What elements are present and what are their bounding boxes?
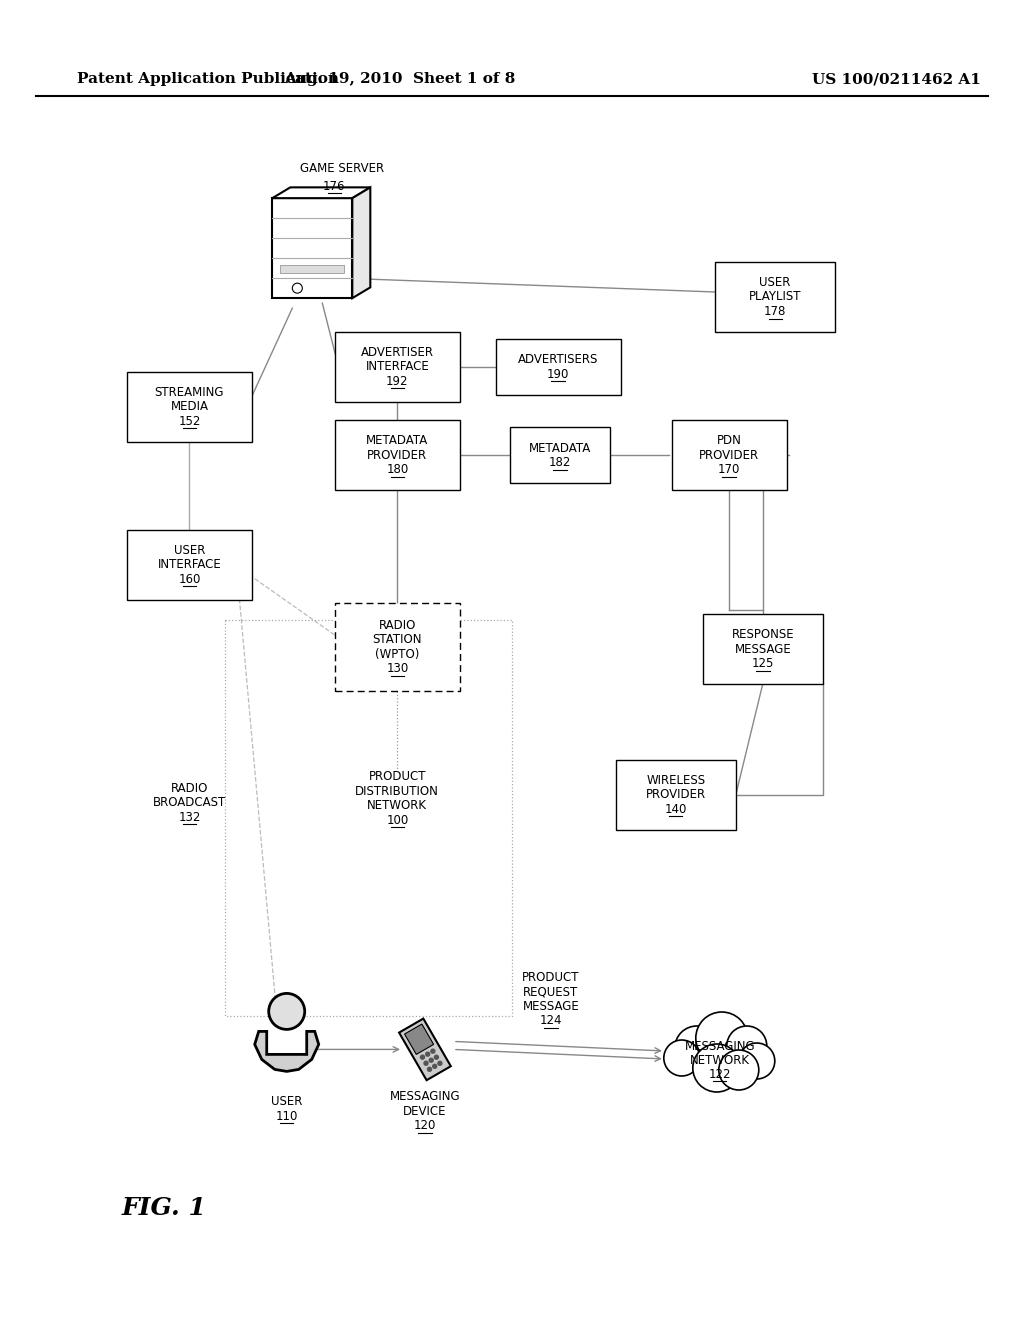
Text: 122: 122	[709, 1068, 731, 1081]
Text: 192: 192	[386, 375, 409, 388]
Text: Aug. 19, 2010  Sheet 1 of 8: Aug. 19, 2010 Sheet 1 of 8	[284, 73, 515, 86]
Text: 152: 152	[178, 414, 201, 428]
Polygon shape	[404, 1024, 433, 1055]
Circle shape	[727, 1026, 767, 1067]
Circle shape	[664, 1040, 699, 1076]
Bar	[127, 529, 252, 601]
Text: METADATA: METADATA	[529, 442, 591, 454]
Text: REQUEST: REQUEST	[523, 986, 579, 998]
Polygon shape	[352, 187, 371, 298]
Text: 190: 190	[547, 368, 569, 380]
Text: 178: 178	[764, 305, 786, 318]
Bar	[335, 420, 460, 491]
Circle shape	[421, 1055, 425, 1059]
Circle shape	[719, 1049, 759, 1090]
Text: MESSAGE: MESSAGE	[522, 1001, 580, 1012]
Text: METADATA: METADATA	[367, 434, 428, 447]
Text: (WPTO): (WPTO)	[375, 648, 420, 660]
Bar	[335, 603, 460, 690]
Text: PDN: PDN	[717, 434, 741, 447]
Text: 160: 160	[178, 573, 201, 586]
Bar	[496, 339, 621, 395]
Text: STREAMING: STREAMING	[155, 385, 224, 399]
Text: MESSAGE: MESSAGE	[734, 643, 792, 656]
Circle shape	[675, 1026, 719, 1071]
Text: GAME SERVER: GAME SERVER	[300, 161, 384, 174]
Text: INTERFACE: INTERFACE	[366, 360, 429, 374]
Text: USER: USER	[174, 544, 205, 557]
Text: BROADCAST: BROADCAST	[153, 796, 226, 809]
Text: 170: 170	[718, 463, 740, 477]
Bar	[510, 428, 610, 483]
Text: ADVERTISER: ADVERTISER	[360, 346, 434, 359]
Text: STATION: STATION	[373, 634, 422, 645]
Text: PROVIDER: PROVIDER	[368, 449, 427, 462]
Text: US 100/0211462 A1: US 100/0211462 A1	[812, 73, 980, 86]
Circle shape	[434, 1055, 438, 1059]
Text: MESSAGING: MESSAGING	[390, 1090, 460, 1104]
Text: PLAYLIST: PLAYLIST	[749, 290, 802, 304]
Text: NETWORK: NETWORK	[690, 1053, 750, 1067]
Circle shape	[695, 1012, 748, 1064]
Text: PRODUCT: PRODUCT	[369, 771, 426, 783]
Text: ADVERTISERS: ADVERTISERS	[518, 354, 598, 366]
Circle shape	[427, 1068, 431, 1072]
Circle shape	[738, 1043, 775, 1078]
Text: MESSAGING: MESSAGING	[684, 1040, 755, 1052]
Text: DISTRIBUTION: DISTRIBUTION	[355, 785, 439, 797]
Text: PROVIDER: PROVIDER	[699, 449, 759, 462]
Polygon shape	[255, 1031, 318, 1072]
Circle shape	[433, 1064, 436, 1068]
Text: 124: 124	[540, 1015, 562, 1027]
Bar	[715, 261, 836, 333]
Text: USER: USER	[271, 1096, 302, 1107]
Text: INTERFACE: INTERFACE	[158, 558, 221, 572]
Bar	[335, 331, 460, 403]
Text: RADIO: RADIO	[171, 781, 208, 795]
Circle shape	[268, 994, 305, 1030]
Text: 180: 180	[386, 463, 409, 477]
Text: 130: 130	[386, 663, 409, 675]
Text: Patent Application Publication: Patent Application Publication	[77, 73, 339, 86]
Text: MEDIA: MEDIA	[170, 400, 209, 413]
Circle shape	[429, 1059, 433, 1063]
Text: RESPONSE: RESPONSE	[731, 628, 795, 642]
Text: PROVIDER: PROVIDER	[646, 788, 706, 801]
Text: 176: 176	[323, 180, 345, 193]
Bar	[702, 614, 823, 685]
Text: WIRELESS: WIRELESS	[646, 774, 706, 787]
Circle shape	[431, 1049, 435, 1053]
Bar	[672, 420, 786, 491]
Text: 125: 125	[752, 657, 774, 671]
Bar	[281, 265, 344, 273]
Text: 110: 110	[275, 1110, 298, 1122]
Polygon shape	[272, 187, 371, 198]
Text: RADIO: RADIO	[379, 619, 416, 631]
Text: FIG. 1: FIG. 1	[122, 1196, 206, 1220]
Polygon shape	[399, 1019, 451, 1080]
Text: PRODUCT: PRODUCT	[522, 972, 580, 983]
Circle shape	[424, 1061, 428, 1065]
Text: 140: 140	[665, 803, 687, 816]
Circle shape	[426, 1052, 430, 1056]
Text: 100: 100	[386, 814, 409, 826]
Bar	[615, 759, 736, 830]
Circle shape	[693, 1044, 740, 1092]
Text: NETWORK: NETWORK	[368, 800, 427, 812]
Text: 132: 132	[178, 810, 201, 824]
Text: USER: USER	[760, 276, 791, 289]
Text: 182: 182	[549, 457, 571, 469]
Text: 120: 120	[414, 1119, 436, 1133]
Bar	[272, 198, 352, 298]
Bar	[127, 371, 252, 442]
Circle shape	[438, 1061, 442, 1065]
Circle shape	[292, 284, 302, 293]
Text: DEVICE: DEVICE	[403, 1105, 446, 1118]
